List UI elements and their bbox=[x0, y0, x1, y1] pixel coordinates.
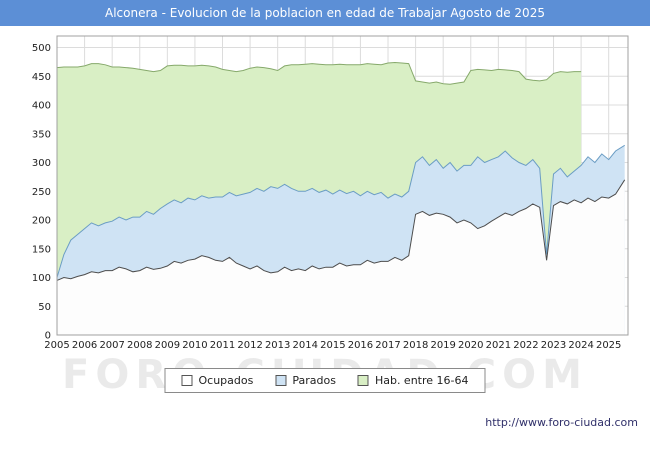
svg-text:2006: 2006 bbox=[72, 340, 97, 351]
svg-text:400: 400 bbox=[32, 101, 51, 112]
svg-text:0: 0 bbox=[45, 331, 51, 342]
svg-text:2025: 2025 bbox=[596, 340, 621, 351]
svg-text:2019: 2019 bbox=[430, 340, 455, 351]
svg-text:2016: 2016 bbox=[348, 340, 373, 351]
legend-item-hab-16-64: Hab. entre 16-64 bbox=[357, 374, 469, 387]
legend-label-parados: Parados bbox=[292, 374, 336, 387]
svg-text:500: 500 bbox=[32, 43, 51, 54]
svg-text:2012: 2012 bbox=[237, 340, 262, 351]
svg-text:2007: 2007 bbox=[99, 340, 124, 351]
svg-text:2020: 2020 bbox=[458, 340, 483, 351]
svg-text:2014: 2014 bbox=[293, 340, 318, 351]
svg-text:350: 350 bbox=[32, 129, 51, 140]
svg-text:50: 50 bbox=[38, 302, 51, 313]
svg-text:2015: 2015 bbox=[320, 340, 345, 351]
legend-item-parados: Parados bbox=[275, 374, 336, 387]
svg-text:2018: 2018 bbox=[403, 340, 428, 351]
svg-text:2023: 2023 bbox=[541, 340, 566, 351]
legend-label-ocupados: Ocupados bbox=[198, 374, 254, 387]
svg-text:2022: 2022 bbox=[513, 340, 538, 351]
svg-text:2009: 2009 bbox=[155, 340, 180, 351]
svg-text:100: 100 bbox=[32, 273, 51, 284]
svg-text:250: 250 bbox=[32, 187, 51, 198]
chart-title-bar: Alconera - Evolucion de la poblacion en … bbox=[0, 0, 650, 26]
svg-text:2005: 2005 bbox=[44, 340, 69, 351]
legend-swatch-hab-16-64 bbox=[357, 375, 369, 386]
svg-text:2021: 2021 bbox=[486, 340, 511, 351]
legend-label-hab-16-64: Hab. entre 16-64 bbox=[374, 374, 469, 387]
svg-text:300: 300 bbox=[32, 158, 51, 169]
svg-text:2010: 2010 bbox=[182, 340, 207, 351]
svg-text:2024: 2024 bbox=[568, 340, 593, 351]
svg-text:2017: 2017 bbox=[375, 340, 400, 351]
foro-ciudad-link[interactable]: http://www.foro-ciudad.com bbox=[485, 416, 638, 429]
svg-text:450: 450 bbox=[32, 72, 51, 83]
svg-text:200: 200 bbox=[32, 216, 51, 227]
legend: Ocupados Parados Hab. entre 16-64 bbox=[164, 368, 486, 393]
svg-text:150: 150 bbox=[32, 244, 51, 255]
legend-swatch-ocupados bbox=[181, 375, 193, 386]
svg-text:2008: 2008 bbox=[127, 340, 152, 351]
svg-text:2011: 2011 bbox=[210, 340, 235, 351]
legend-swatch-parados bbox=[275, 375, 287, 386]
svg-text:2013: 2013 bbox=[265, 340, 290, 351]
legend-item-ocupados: Ocupados bbox=[181, 374, 253, 387]
